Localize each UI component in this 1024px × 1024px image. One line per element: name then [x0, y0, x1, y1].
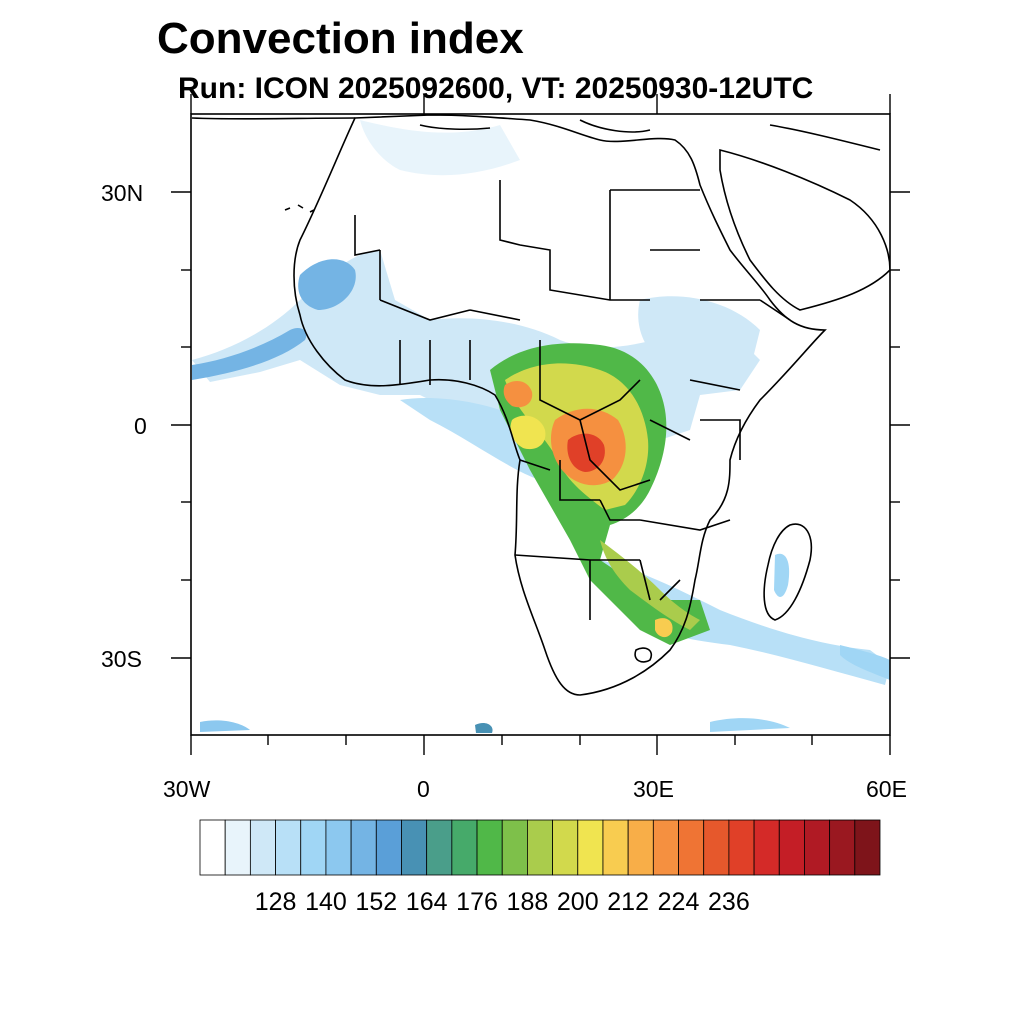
colorbar-swatch [829, 819, 856, 876]
cloud-blob-south-edge [200, 720, 250, 732]
colorbar-label: 128 [254, 888, 297, 916]
colorbar-swatch [476, 819, 503, 876]
convection-cell-west [503, 380, 533, 408]
colorbar-swatch [350, 819, 377, 876]
x-tick-label-60e: 60E [866, 776, 907, 802]
colorbar-swatch [375, 819, 402, 876]
colorbar-swatch [627, 819, 654, 876]
convection-field [192, 120, 890, 733]
colorbar-swatch [451, 819, 478, 876]
colorbar-label: 236 [708, 888, 750, 916]
convection-cell-gabon [510, 415, 546, 450]
y-tick-label-30n: 30N [101, 180, 144, 206]
convection-south-band [600, 540, 700, 630]
colorbar-swatch [275, 819, 302, 876]
chart-subtitle: Run: ICON 2025092600, VT: 20250930-12UTC [178, 72, 814, 105]
colorbar-swatch [804, 819, 831, 876]
colorbar-swatch [401, 819, 428, 876]
colorbar-label: 152 [355, 888, 398, 916]
africa-coastline [293, 114, 827, 696]
colorbar-swatch [224, 819, 251, 876]
cloud-band-sahara-north [360, 120, 520, 176]
cloud-blob-mauritania [298, 259, 356, 310]
colorbar-swatch [778, 819, 805, 876]
colorbar-swatch [678, 819, 705, 876]
x-tick-label-0: 0 [417, 776, 430, 802]
colorbar-label: 188 [506, 888, 549, 916]
colorbar-swatch [300, 819, 327, 876]
convection-core-red [567, 433, 605, 472]
y-tick-label-0: 0 [134, 413, 147, 439]
cloud-blob-south-edge-3 [710, 718, 790, 732]
colorbar-label: 212 [607, 888, 649, 916]
lesotho-border [634, 647, 653, 663]
colorbar-label: 164 [405, 888, 448, 916]
colorbar-swatch [652, 819, 679, 876]
colorbar-swatch [199, 819, 226, 876]
y-tick-label-30s: 30S [101, 646, 142, 672]
chart-title: Convection index [157, 14, 524, 63]
colorbar-swatch [426, 819, 453, 876]
x-tick-label-30w: 30W [163, 776, 211, 802]
colorbar-swatch [854, 819, 881, 876]
convection-sa-coast [655, 618, 673, 638]
cloud-blob-madagascar [774, 553, 790, 597]
madagascar-coastline [763, 523, 812, 621]
border-lines [354, 180, 791, 620]
cloud-band-southeast [600, 560, 890, 685]
x-tick-label-30e: 30E [633, 776, 674, 802]
cloud-blob-south-edge-2 [475, 722, 493, 733]
arabia-coastline [719, 148, 890, 311]
cloud-band-ethiopia [638, 296, 760, 383]
coastlines-borders [191, 114, 890, 696]
colorbar-swatch [552, 819, 579, 876]
cloud-band-south-indian [840, 645, 890, 680]
colorbar-swatch [703, 819, 730, 876]
colorbar-swatch [249, 819, 276, 876]
colorbar-label: 200 [556, 888, 599, 916]
cloud-strip-atlantic-west [192, 328, 307, 380]
europe-coast [191, 117, 881, 151]
axis-ticks [171, 94, 910, 755]
colorbar [199, 819, 881, 876]
colorbar-label: 176 [456, 888, 498, 916]
colorbar-swatch [728, 819, 755, 876]
canary-islands [284, 204, 315, 213]
colorbar-swatch [501, 819, 528, 876]
colorbar-swatch [577, 819, 604, 876]
colorbar-label: 140 [305, 888, 347, 916]
colorbar-label: 224 [657, 888, 700, 916]
colorbar-swatch [527, 819, 553, 876]
colorbar-swatch [602, 819, 629, 876]
colorbar-swatch [753, 819, 780, 876]
colorbar-swatch [325, 819, 352, 876]
